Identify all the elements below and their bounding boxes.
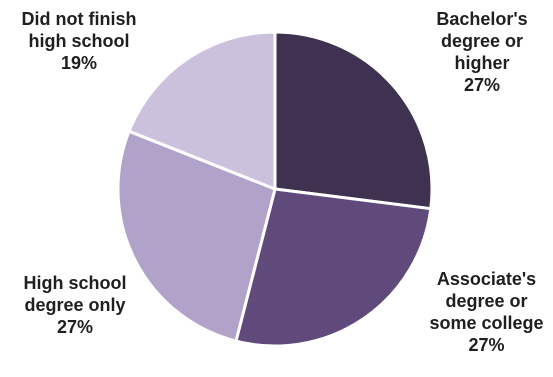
slice-label-line: higher	[454, 53, 510, 73]
slice-label-line: degree or	[445, 291, 528, 311]
slice-label-high-school: High school degree only 27%	[10, 272, 140, 338]
slice-label-line: degree or	[440, 31, 524, 51]
slice-label-line: degree only	[24, 295, 126, 315]
slice-value-label: 27%	[468, 335, 505, 355]
slice-label-bachelors: Bachelor's degree or higher 27%	[418, 8, 546, 96]
slice-label-line: High school	[23, 273, 127, 293]
slice-label-line: high school	[28, 31, 130, 51]
slice-label-line: Associate's	[436, 269, 537, 289]
pie-slice-bachelors	[273, 30, 434, 211]
slice-label-did-not-finish: Did not finish high school 19%	[4, 8, 154, 74]
slice-value-label: 27%	[56, 317, 94, 337]
pie-slice-did-not-finish	[127, 30, 277, 191]
slice-label-line: Did not finish	[21, 9, 137, 29]
slice-label-line: Bachelor's	[436, 9, 528, 29]
slice-value-label: 19%	[60, 53, 98, 73]
slice-label-line: some college	[429, 313, 544, 333]
slice-label-associates: Associate's degree or some college 27%	[420, 268, 553, 356]
pie-slice-associates	[234, 187, 433, 348]
pie-slice-high-school	[116, 129, 277, 343]
slice-value-label: 27%	[463, 75, 501, 95]
